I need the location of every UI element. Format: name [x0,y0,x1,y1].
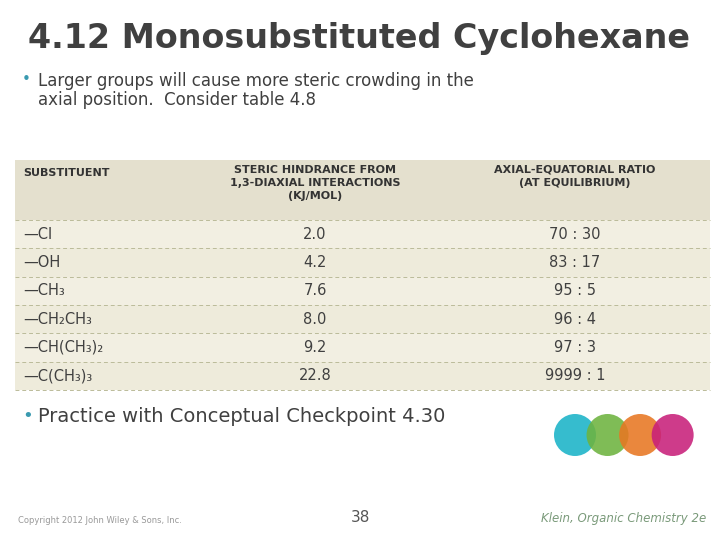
Text: •: • [22,72,31,87]
Text: STERIC HINDRANCE FROM
1,3-DIAXIAL INTERACTIONS
(KJ/MOL): STERIC HINDRANCE FROM 1,3-DIAXIAL INTERA… [230,165,400,200]
Ellipse shape [652,414,693,456]
Text: —OH: —OH [23,255,60,270]
Text: Practice with Conceptual Checkpoint 4.30: Practice with Conceptual Checkpoint 4.30 [38,407,446,426]
Text: —C(CH₃)₃: —C(CH₃)₃ [23,368,92,383]
Text: Copyright 2012 John Wiley & Sons, Inc.: Copyright 2012 John Wiley & Sons, Inc. [18,516,182,525]
Text: 38: 38 [351,510,369,525]
FancyBboxPatch shape [15,276,710,305]
Text: axial position.  Consider table 4.8: axial position. Consider table 4.8 [38,91,316,109]
Text: —CH₃: —CH₃ [23,284,65,298]
Text: 7.6: 7.6 [303,284,327,298]
FancyBboxPatch shape [15,305,710,333]
Text: •: • [22,407,32,425]
Text: —Cl: —Cl [23,227,52,242]
FancyBboxPatch shape [15,333,710,362]
Text: 70 : 30: 70 : 30 [549,227,600,242]
Text: SUBSTITUENT: SUBSTITUENT [23,168,109,178]
Text: AXIAL-EQUATORIAL RATIO
(AT EQUILIBRIUM): AXIAL-EQUATORIAL RATIO (AT EQUILIBRIUM) [495,165,656,188]
Ellipse shape [587,414,629,456]
Text: 22.8: 22.8 [299,368,331,383]
Text: 83 : 17: 83 : 17 [549,255,600,270]
FancyBboxPatch shape [15,248,710,276]
Text: 95 : 5: 95 : 5 [554,284,596,298]
Ellipse shape [619,414,661,456]
Text: 4.2: 4.2 [303,255,327,270]
Text: 97 : 3: 97 : 3 [554,340,596,355]
Text: 9.2: 9.2 [303,340,327,355]
Text: 2.0: 2.0 [303,227,327,242]
Text: 9999 : 1: 9999 : 1 [545,368,606,383]
FancyBboxPatch shape [15,160,710,390]
Text: 96 : 4: 96 : 4 [554,312,596,327]
Text: —CH₂CH₃: —CH₂CH₃ [23,312,92,327]
Text: 8.0: 8.0 [303,312,327,327]
FancyBboxPatch shape [15,220,710,248]
Text: 4.12 Monosubstituted Cyclohexane: 4.12 Monosubstituted Cyclohexane [28,22,690,55]
Text: —CH(CH₃)₂: —CH(CH₃)₂ [23,340,103,355]
FancyBboxPatch shape [15,160,710,220]
Ellipse shape [554,414,596,456]
Text: Larger groups will cause more steric crowding in the: Larger groups will cause more steric cro… [38,72,474,90]
Text: Klein, Organic Chemistry 2e: Klein, Organic Chemistry 2e [541,512,706,525]
FancyBboxPatch shape [15,362,710,390]
